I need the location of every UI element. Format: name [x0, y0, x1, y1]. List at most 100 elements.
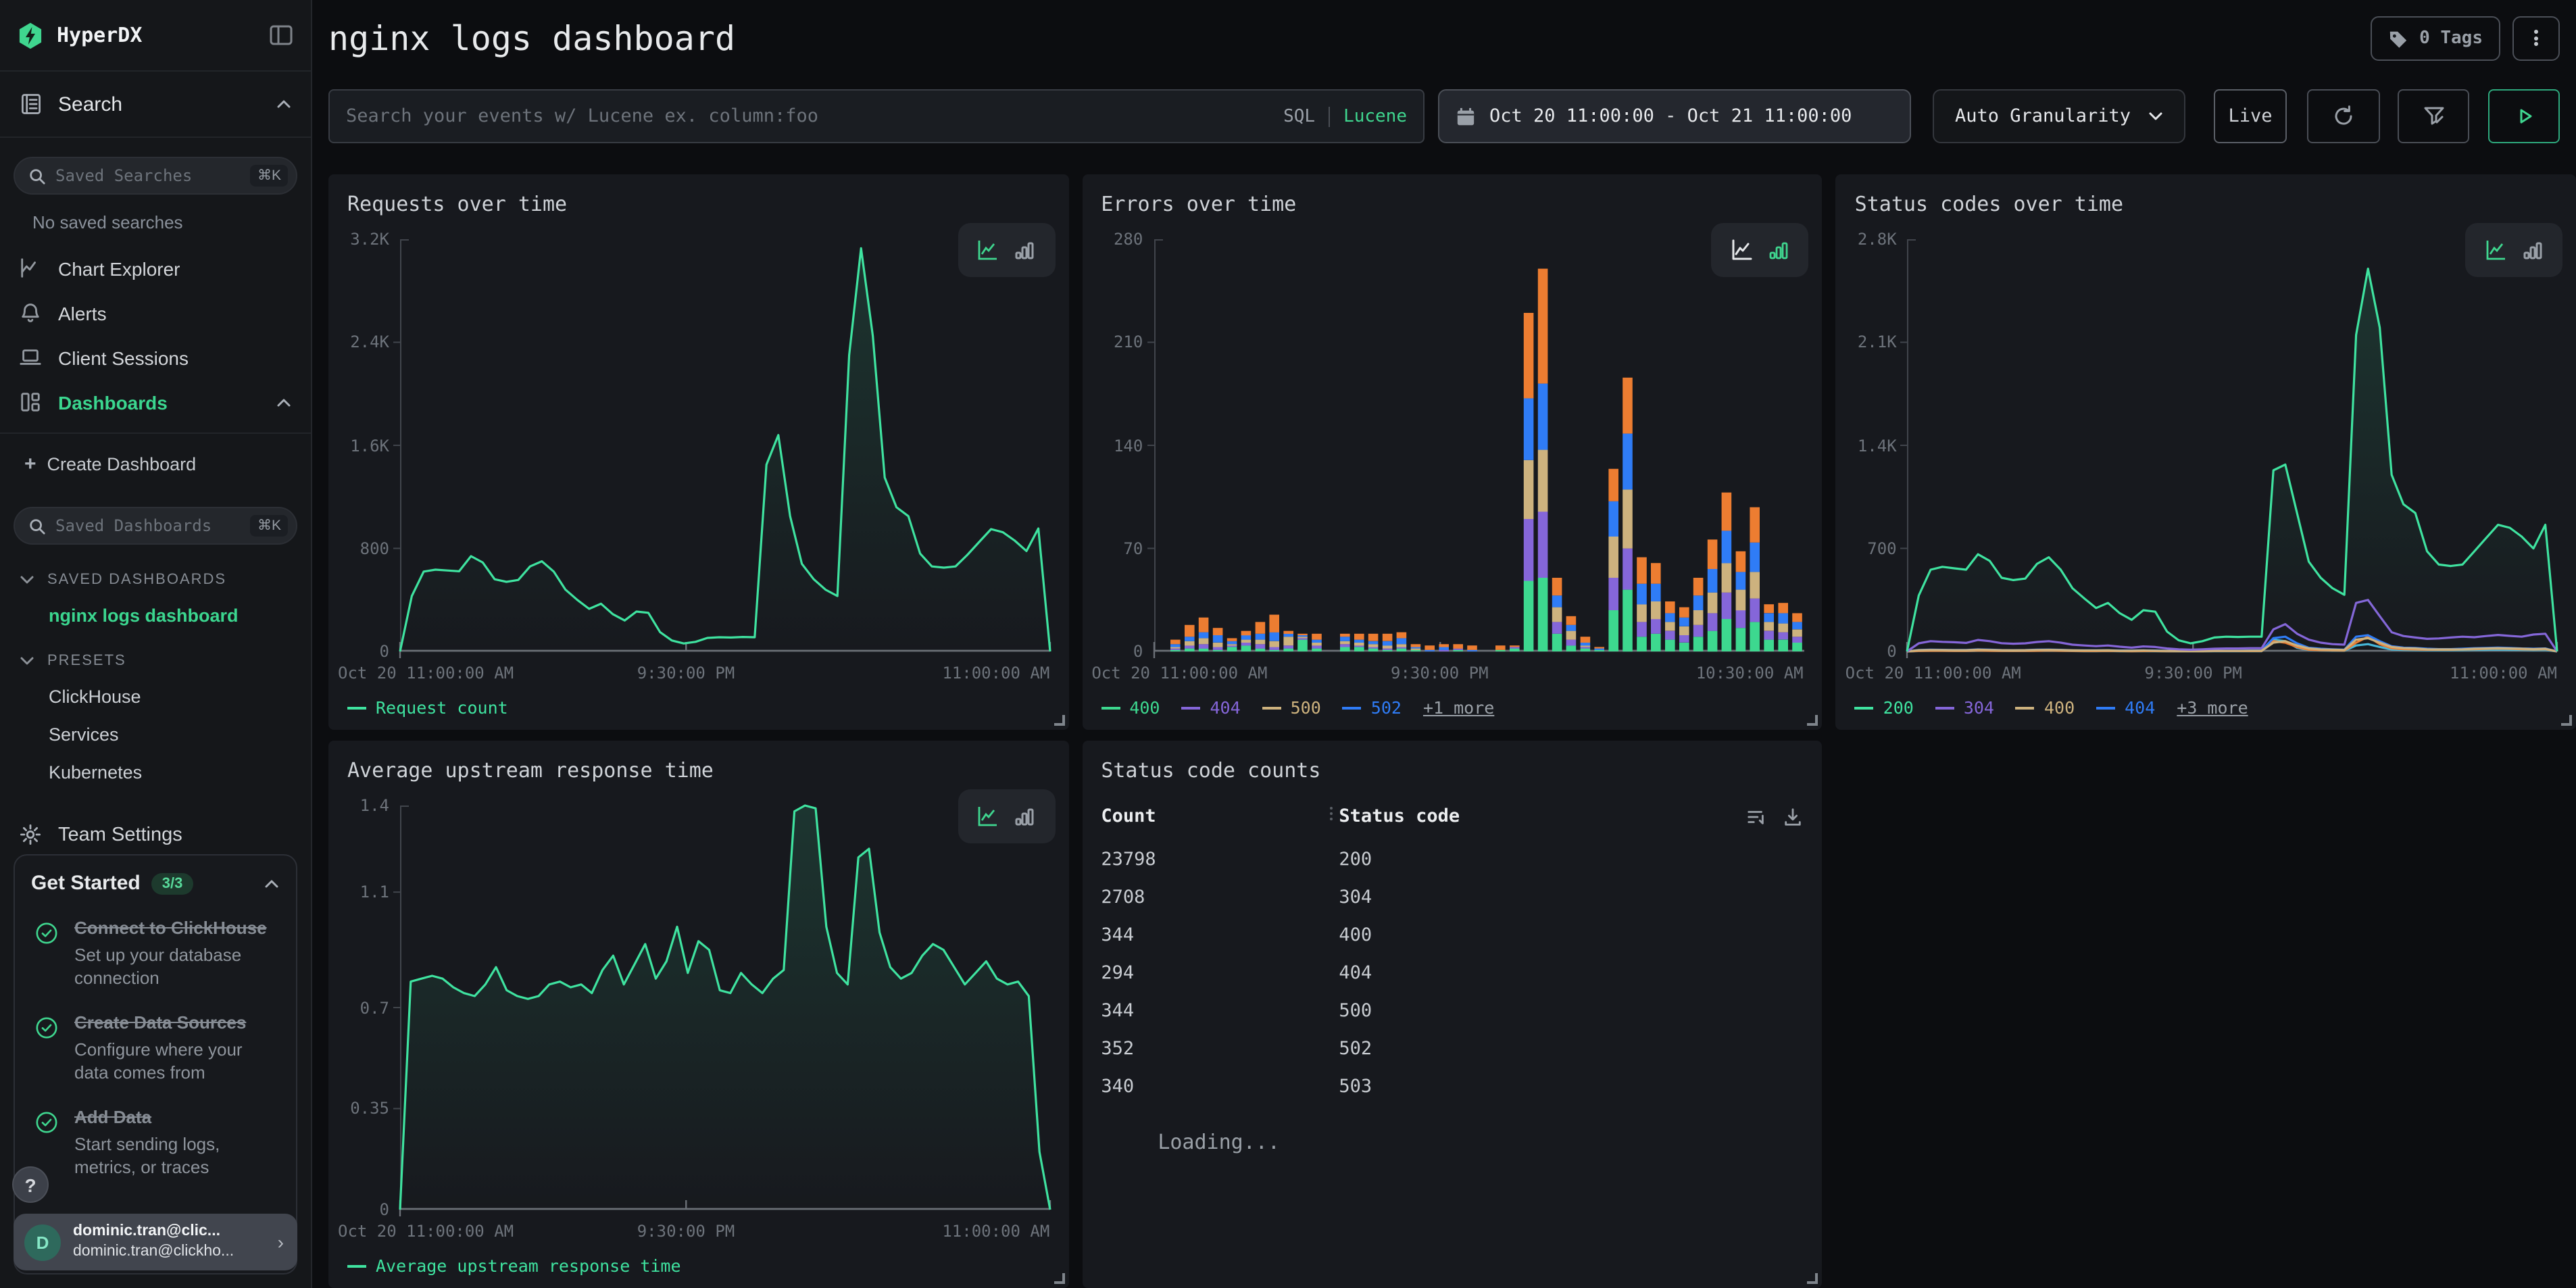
tags-button[interactable]: 0 Tags — [2371, 16, 2500, 60]
lucene-mode-toggle[interactable]: Lucene — [1330, 106, 1407, 126]
x-axis-labels: Oct 20 11:00:00 AM9:30:00 PM11:00:00 AM — [1908, 664, 2557, 685]
get-started-step-connect[interactable]: Connect to ClickHouse Set up your databa… — [31, 918, 280, 989]
table-row[interactable]: 344400 — [1082, 916, 1822, 954]
sidebar-item-chart-explorer[interactable]: Chart Explorer — [0, 246, 311, 291]
column-header-count[interactable]: Count — [1101, 806, 1339, 827]
x-tick-label: 11:00:00 AM — [2450, 664, 2557, 683]
table-row[interactable]: 340503 — [1082, 1068, 1822, 1106]
legend-swatch — [1101, 706, 1120, 709]
sidebar-preset-services[interactable]: Services — [49, 724, 311, 745]
group-presets[interactable]: PRESETS — [19, 653, 311, 669]
legend-item[interactable]: 404 — [1181, 697, 1240, 718]
panel-errors-over-time[interactable]: Errors over time 070140210280 Oct 20 11:… — [1082, 174, 1822, 730]
live-button[interactable]: Live — [2214, 89, 2287, 143]
column-resize-handle[interactable] — [1329, 807, 1332, 820]
panel-status-codes-over-time[interactable]: Status codes over time 07001.4K2.1K2.8K … — [1836, 174, 2576, 730]
search-section-icon — [19, 92, 43, 116]
sidebar-item-team-settings[interactable]: Team Settings — [19, 823, 311, 846]
create-dashboard-button[interactable]: + Create Dashboard — [0, 439, 311, 488]
get-started-step-add-data[interactable]: Add Data Start sending logs, metrics, or… — [31, 1108, 280, 1179]
bar-chart-toggle-icon[interactable] — [1766, 238, 1791, 262]
granularity-select[interactable]: Auto Granularity — [1933, 89, 2185, 143]
dashboard-menu-button[interactable] — [2512, 16, 2560, 60]
table-row[interactable]: 352502 — [1082, 1030, 1822, 1068]
toolbar: SQL Lucene Oct 20 11:00:00 - Oct 21 11:0… — [312, 89, 2576, 143]
saved-dashboards-input[interactable] — [55, 516, 251, 535]
line-chart-toggle-icon[interactable] — [1730, 238, 1754, 262]
user-name: dominic.tran@clic... — [73, 1222, 234, 1242]
legend-item[interactable]: 400 — [1101, 697, 1160, 718]
sidebar-collapse-icon[interactable] — [268, 22, 295, 49]
requests-chart-plot[interactable]: 08001.6K2.4K3.2K — [400, 239, 1049, 651]
legend-label: Request count — [376, 697, 508, 718]
legend-more-link[interactable]: +3 more — [2177, 697, 2248, 718]
table-row[interactable]: 2708304 — [1082, 878, 1822, 916]
sidebar-dashboard-nginx-logs[interactable]: nginx logs dashboard — [49, 605, 311, 626]
errors-chart-plot[interactable]: 070140210280 — [1154, 239, 1803, 651]
main-content: nginx logs dashboard 0 Tags SQL Lucene — [312, 0, 2576, 1288]
y-tick-label: 1.6K — [350, 436, 389, 455]
column-header-status-code[interactable]: Status code — [1339, 806, 1460, 827]
bar-chart-toggle-icon[interactable] — [1012, 804, 1037, 828]
y-tick-label: 140 — [1114, 436, 1143, 455]
sidebar-section-search[interactable]: Search — [0, 70, 311, 138]
sql-mode-toggle[interactable]: SQL — [1283, 106, 1330, 126]
line-chart-toggle-icon[interactable] — [2483, 238, 2508, 262]
filter-icon — [2421, 104, 2446, 128]
table-row[interactable]: 344500 — [1082, 992, 1822, 1030]
get-started-step-sources[interactable]: Create Data Sources Configure where your… — [31, 1012, 280, 1084]
panel-requests-over-time[interactable]: Requests over time 08001.6K2.4K3.2K Oct … — [328, 174, 1068, 730]
cell-count: 340 — [1101, 1076, 1339, 1097]
table-body: 2379820027083043444002944043445003525023… — [1082, 841, 1822, 1106]
chevron-down-icon — [19, 572, 35, 588]
step-title: Create Data Sources — [74, 1012, 280, 1035]
legend-item[interactable]: 502 — [1343, 697, 1402, 718]
x-axis-labels: Oct 20 11:00:00 AM9:30:00 PM10:30:00 AM — [1154, 664, 1803, 685]
help-button[interactable]: ? — [12, 1166, 49, 1203]
group-saved-dashboards[interactable]: SAVED DASHBOARDS — [19, 572, 311, 588]
legend-item[interactable]: 404 — [2096, 697, 2155, 718]
logo-row: HyperDX — [0, 0, 311, 70]
cell-count: 294 — [1101, 962, 1339, 984]
x-tick-label: 9:30:00 PM — [637, 664, 735, 683]
bar-chart-toggle-icon[interactable] — [2520, 238, 2544, 262]
legend-item[interactable]: 400 — [2016, 697, 2075, 718]
time-range-picker[interactable]: Oct 20 11:00:00 - Oct 21 11:00:00 — [1438, 89, 1911, 143]
table-filter-icon[interactable] — [1747, 806, 1767, 826]
x-tick-label: 11:00:00 AM — [942, 1222, 1049, 1241]
table-row[interactable]: 294404 — [1082, 954, 1822, 992]
chevron-up-icon[interactable] — [264, 875, 280, 891]
tags-label: 0 Tags — [2419, 28, 2483, 48]
status-codes-chart-plot[interactable]: 07001.4K2.1K2.8K — [1908, 239, 2557, 651]
get-started-badge: 3/3 — [151, 872, 194, 894]
y-tick-label: 0 — [380, 1200, 389, 1219]
legend-item[interactable]: Average upstream response time — [347, 1256, 681, 1276]
download-icon[interactable] — [1783, 806, 1804, 826]
sidebar-item-client-sessions[interactable]: Client Sessions — [0, 335, 311, 380]
bar-chart-toggle-icon[interactable] — [1012, 238, 1037, 262]
legend-item[interactable]: 304 — [1935, 697, 1994, 718]
sidebar: HyperDX Search ⌘K No saved searches Char… — [0, 0, 312, 1288]
filters-button[interactable] — [2398, 89, 2469, 143]
event-search-input[interactable] — [346, 105, 1283, 127]
legend-swatch — [347, 706, 366, 709]
legend-item[interactable]: Request count — [347, 697, 508, 718]
run-query-button[interactable] — [2488, 89, 2560, 143]
refresh-button[interactable] — [2307, 89, 2380, 143]
line-chart-toggle-icon[interactable] — [976, 804, 1000, 828]
panel-status-code-counts[interactable]: Status code counts Count Status code 237… — [1082, 741, 1822, 1288]
sidebar-item-alerts[interactable]: Alerts — [0, 291, 311, 335]
avg-response-chart-plot[interactable]: 00.350.71.11.4 — [400, 806, 1049, 1210]
legend-item[interactable]: 200 — [1855, 697, 1914, 718]
user-account-button[interactable]: D dominic.tran@clic... dominic.tran@clic… — [14, 1214, 297, 1270]
panel-avg-upstream-response-time[interactable]: Average upstream response time 00.350.71… — [328, 741, 1068, 1288]
table-row[interactable]: 23798200 — [1082, 841, 1822, 878]
legend-more-link[interactable]: +1 more — [1423, 697, 1494, 718]
legend-item[interactable]: 500 — [1262, 697, 1321, 718]
sidebar-preset-kubernetes[interactable]: Kubernetes — [49, 762, 311, 783]
sidebar-item-dashboards[interactable]: Dashboards — [0, 380, 311, 424]
line-chart-toggle-icon[interactable] — [976, 238, 1000, 262]
saved-searches-input[interactable] — [55, 166, 251, 185]
sidebar-preset-clickhouse[interactable]: ClickHouse — [49, 687, 311, 707]
sidebar-item-label: Client Sessions — [58, 347, 189, 368]
